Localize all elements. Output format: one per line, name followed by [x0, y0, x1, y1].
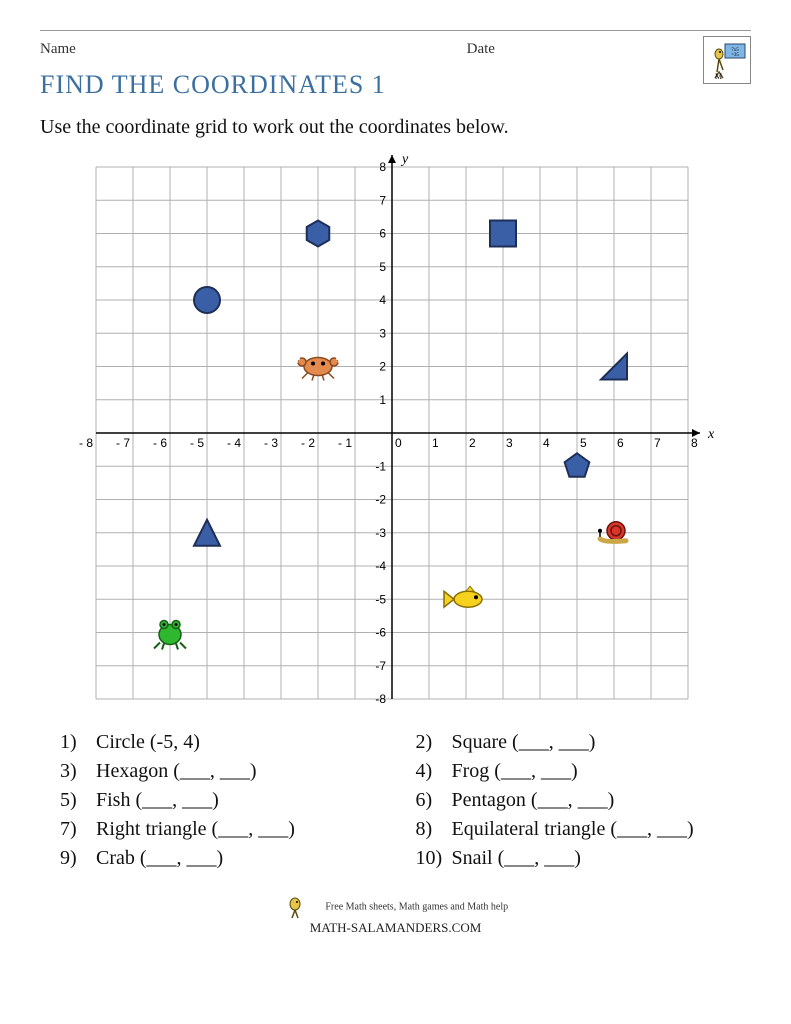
question-text: Frog (___, ___) — [452, 760, 578, 783]
question-number: 1) — [60, 731, 96, 754]
coordinate-grid: - 8 - 7 - 6 - 5 - 4 - 3 - 2 - 1 0 1 2 3 4 5 6 7 8 -8 -7 -6 -… — [76, 153, 716, 713]
footer-tagline: Free Math sheets, Math games and Math he… — [325, 901, 508, 912]
question-text: Hexagon (___, ___) — [96, 760, 257, 783]
svg-text:3: 3 — [506, 436, 513, 450]
svg-text:-6: -6 — [375, 626, 386, 640]
question-text: Circle (-5, 4) — [96, 731, 200, 754]
question-number: 5) — [60, 789, 96, 812]
question-number: 6) — [416, 789, 452, 812]
question-text: Pentagon (___, ___) — [452, 789, 615, 812]
svg-text:1: 1 — [432, 436, 439, 450]
question-number: 10) — [416, 847, 452, 870]
svg-text:=35: =35 — [731, 53, 739, 58]
question-number: 9) — [60, 847, 96, 870]
question-text: Fish (___, ___) — [96, 789, 219, 812]
svg-text:- 2: - 2 — [300, 436, 314, 450]
svg-text:- 3: - 3 — [263, 436, 277, 450]
svg-text:- 8: - 8 — [78, 436, 92, 450]
svg-text:8: 8 — [379, 160, 386, 174]
svg-text:7: 7 — [379, 193, 386, 207]
question-row: 7)Right triangle (___, ___) — [60, 818, 376, 841]
question-text: Snail (___, ___) — [452, 847, 581, 870]
svg-text:3: 3 — [379, 326, 386, 340]
question-row: 5)Fish (___, ___) — [60, 789, 376, 812]
logo-icon: 7x5 =35 M — [703, 36, 751, 84]
question-text: Crab (___, ___) — [96, 847, 223, 870]
footer-brand: MATH-SALAMANDERS.COM — [310, 920, 482, 935]
worksheet-header: Name Date 7x5 =35 M — [40, 41, 751, 58]
name-label: Name — [40, 41, 324, 58]
svg-text:x: x — [707, 427, 715, 442]
question-row: 6)Pentagon (___, ___) — [416, 789, 732, 812]
svg-text:-2: -2 — [375, 493, 386, 507]
svg-text:-8: -8 — [375, 692, 386, 706]
svg-text:-4: -4 — [375, 559, 386, 573]
svg-text:8: 8 — [691, 436, 698, 450]
question-row: 9)Crab (___, ___) — [60, 847, 376, 870]
svg-text:-1: -1 — [375, 459, 386, 473]
instruction-text: Use the coordinate grid to work out the … — [40, 116, 751, 139]
question-text: Square (___, ___) — [452, 731, 596, 754]
svg-text:- 7: - 7 — [115, 436, 129, 450]
svg-text:5: 5 — [580, 436, 587, 450]
svg-text:y: y — [400, 153, 409, 167]
questions-list: 1)Circle (-5, 4) 2)Square (___, ___) 3)Hex… — [40, 731, 751, 870]
question-number: 4) — [416, 760, 452, 783]
question-text: Equilateral triangle (___, ___) — [452, 818, 694, 841]
question-row: 4)Frog (___, ___) — [416, 760, 732, 783]
question-number: 8) — [416, 818, 452, 841]
footer: Free Math sheets, Math games and Math he… — [40, 894, 751, 936]
svg-text:4: 4 — [543, 436, 550, 450]
svg-text:-3: -3 — [375, 526, 386, 540]
svg-text:5: 5 — [379, 260, 386, 274]
svg-text:1: 1 — [379, 393, 386, 407]
svg-text:2: 2 — [379, 360, 386, 374]
question-number: 2) — [416, 731, 452, 754]
question-row: 10)Snail (___, ___) — [416, 847, 732, 870]
question-row: 2)Square (___, ___) — [416, 731, 732, 754]
svg-text:7: 7 — [654, 436, 661, 450]
svg-text:4: 4 — [379, 293, 386, 307]
question-number: 3) — [60, 760, 96, 783]
page-title: FIND THE COORDINATES 1 — [40, 70, 751, 100]
svg-text:-7: -7 — [375, 659, 386, 673]
svg-text:6: 6 — [379, 227, 386, 241]
svg-text:0: 0 — [395, 436, 402, 450]
svg-text:- 4: - 4 — [226, 436, 240, 450]
question-row: 1)Circle (-5, 4) — [60, 731, 376, 754]
question-row: 3)Hexagon (___, ___) — [60, 760, 376, 783]
svg-text:2: 2 — [469, 436, 476, 450]
question-text: Right triangle (___, ___) — [96, 818, 295, 841]
question-number: 7) — [60, 818, 96, 841]
svg-text:-5: -5 — [375, 592, 386, 606]
question-row: 8)Equilateral triangle (___, ___) — [416, 818, 732, 841]
svg-text:- 6: - 6 — [152, 436, 166, 450]
svg-text:- 1: - 1 — [337, 436, 351, 450]
svg-text:M: M — [715, 72, 722, 80]
svg-text:6: 6 — [617, 436, 624, 450]
svg-text:- 5: - 5 — [189, 436, 203, 450]
